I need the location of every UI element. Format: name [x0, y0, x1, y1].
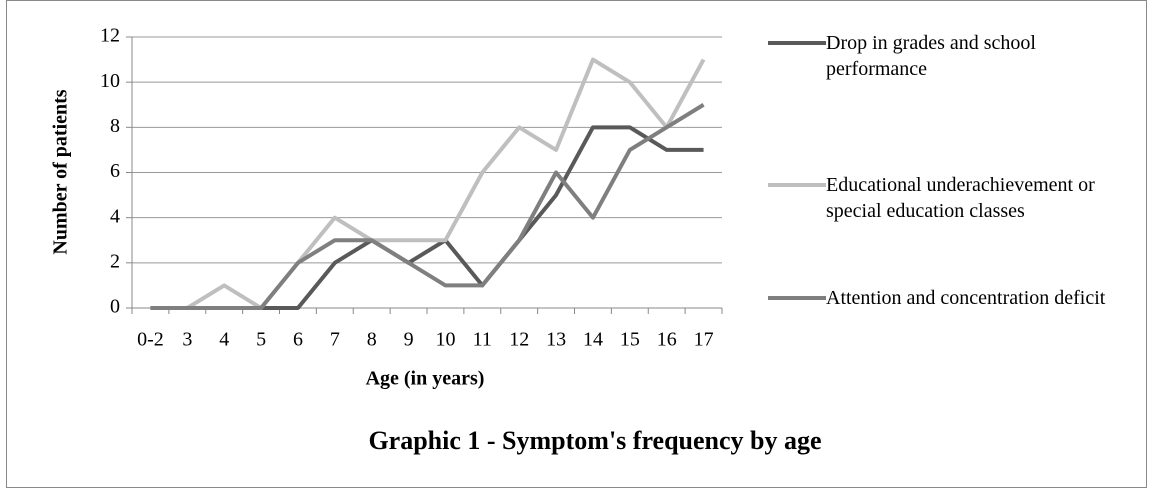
y-tick-label: 8	[110, 115, 120, 137]
y-tick-label: 4	[110, 205, 120, 227]
y-tick-label: 0	[110, 296, 120, 318]
legend-label: Educational underachievement or special …	[826, 174, 1095, 222]
y-tick-label: 2	[110, 250, 120, 272]
x-tick-label: 5	[256, 329, 266, 351]
series-line	[150, 103, 705, 310]
y-tick-label: 12	[100, 25, 120, 47]
x-tick-label: 13	[546, 329, 566, 351]
series-line	[150, 57, 706, 310]
x-tick-label: 3	[182, 329, 192, 351]
y-tick-label: 6	[110, 160, 120, 182]
x-tick-label: 17	[694, 329, 714, 351]
y-axis-label: Number of patients	[50, 89, 72, 254]
x-tick-label: 14	[583, 329, 603, 351]
x-tick-label: 9	[404, 329, 414, 351]
legend-label: Drop in grades and school performance	[826, 32, 1036, 80]
x-tick-label: 11	[473, 329, 492, 351]
x-tick-label: 0-2	[137, 329, 164, 351]
x-tick-label: 7	[330, 329, 340, 351]
x-tick-label: 15	[620, 329, 640, 351]
x-tick-label: 16	[657, 329, 677, 351]
x-tick-label: 10	[435, 329, 455, 351]
x-tick-label: 6	[293, 329, 303, 351]
x-tick-label: 4	[219, 329, 229, 351]
chart-title: Graphic 1 - Symptom's frequency by age	[368, 426, 821, 455]
x-tick-label: 12	[509, 329, 529, 351]
x-axis-label: Age (in years)	[366, 368, 485, 390]
legend-label: Attention and concentration deficit	[826, 287, 1106, 309]
frame	[6, 0, 1147, 488]
x-tick-label: 8	[367, 329, 377, 351]
y-tick-label: 10	[100, 70, 120, 92]
